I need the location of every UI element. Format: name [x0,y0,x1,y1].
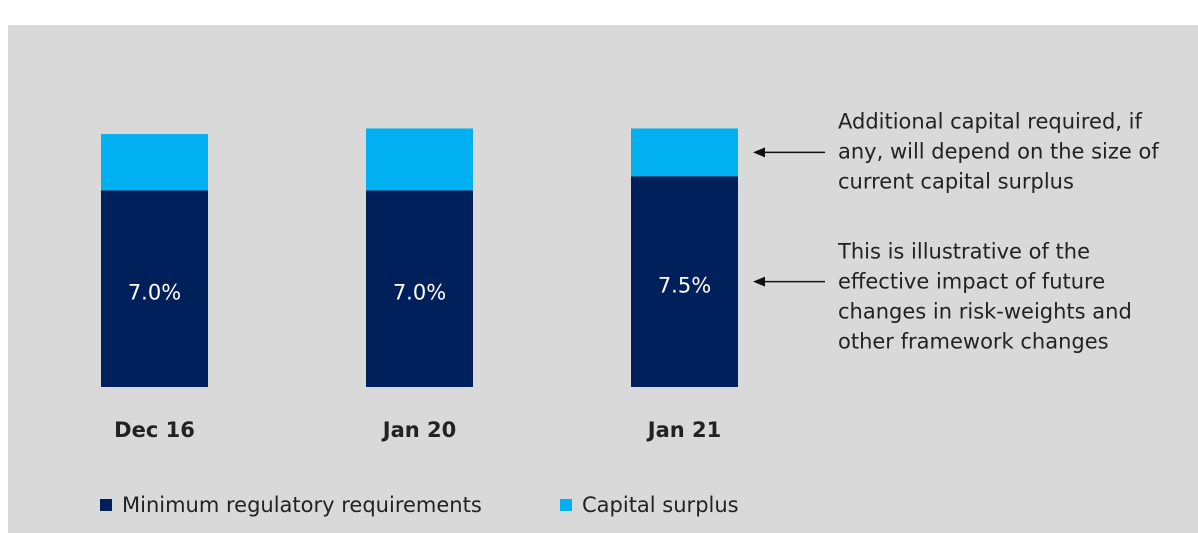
x-tick-label: Dec 16 [114,418,195,442]
bar-segment [101,190,208,387]
annotation-text: effective impact of future [838,270,1105,294]
annotation-text: changes in risk-weights and [838,300,1132,324]
data-label: 7.5% [658,274,711,298]
x-tick-label: Jan 20 [381,418,456,442]
bar-segment [631,176,738,387]
annotation-text: any, will depend on the size of [838,139,1159,163]
annotation-text: Additional capital required, if [838,109,1142,133]
arrow-head [753,276,765,287]
data-label: 7.0% [393,281,446,305]
annotation-text: This is illustrative of the [837,240,1090,264]
x-tick-label: Jan 21 [646,418,721,442]
data-label: 7.0% [128,281,181,305]
bar-segment [101,134,208,191]
legend-swatch [100,499,112,511]
bar-segment [631,128,738,177]
bar-segment [366,190,473,387]
annotation-text: current capital surplus [838,169,1074,193]
legend-label: Minimum regulatory requirements [122,493,482,517]
arrow-head [753,147,765,158]
bar-segment [366,128,473,191]
legend-label: Capital surplus [582,493,739,517]
annotation-text: other framework changes [838,330,1109,354]
legend-swatch [560,499,572,511]
